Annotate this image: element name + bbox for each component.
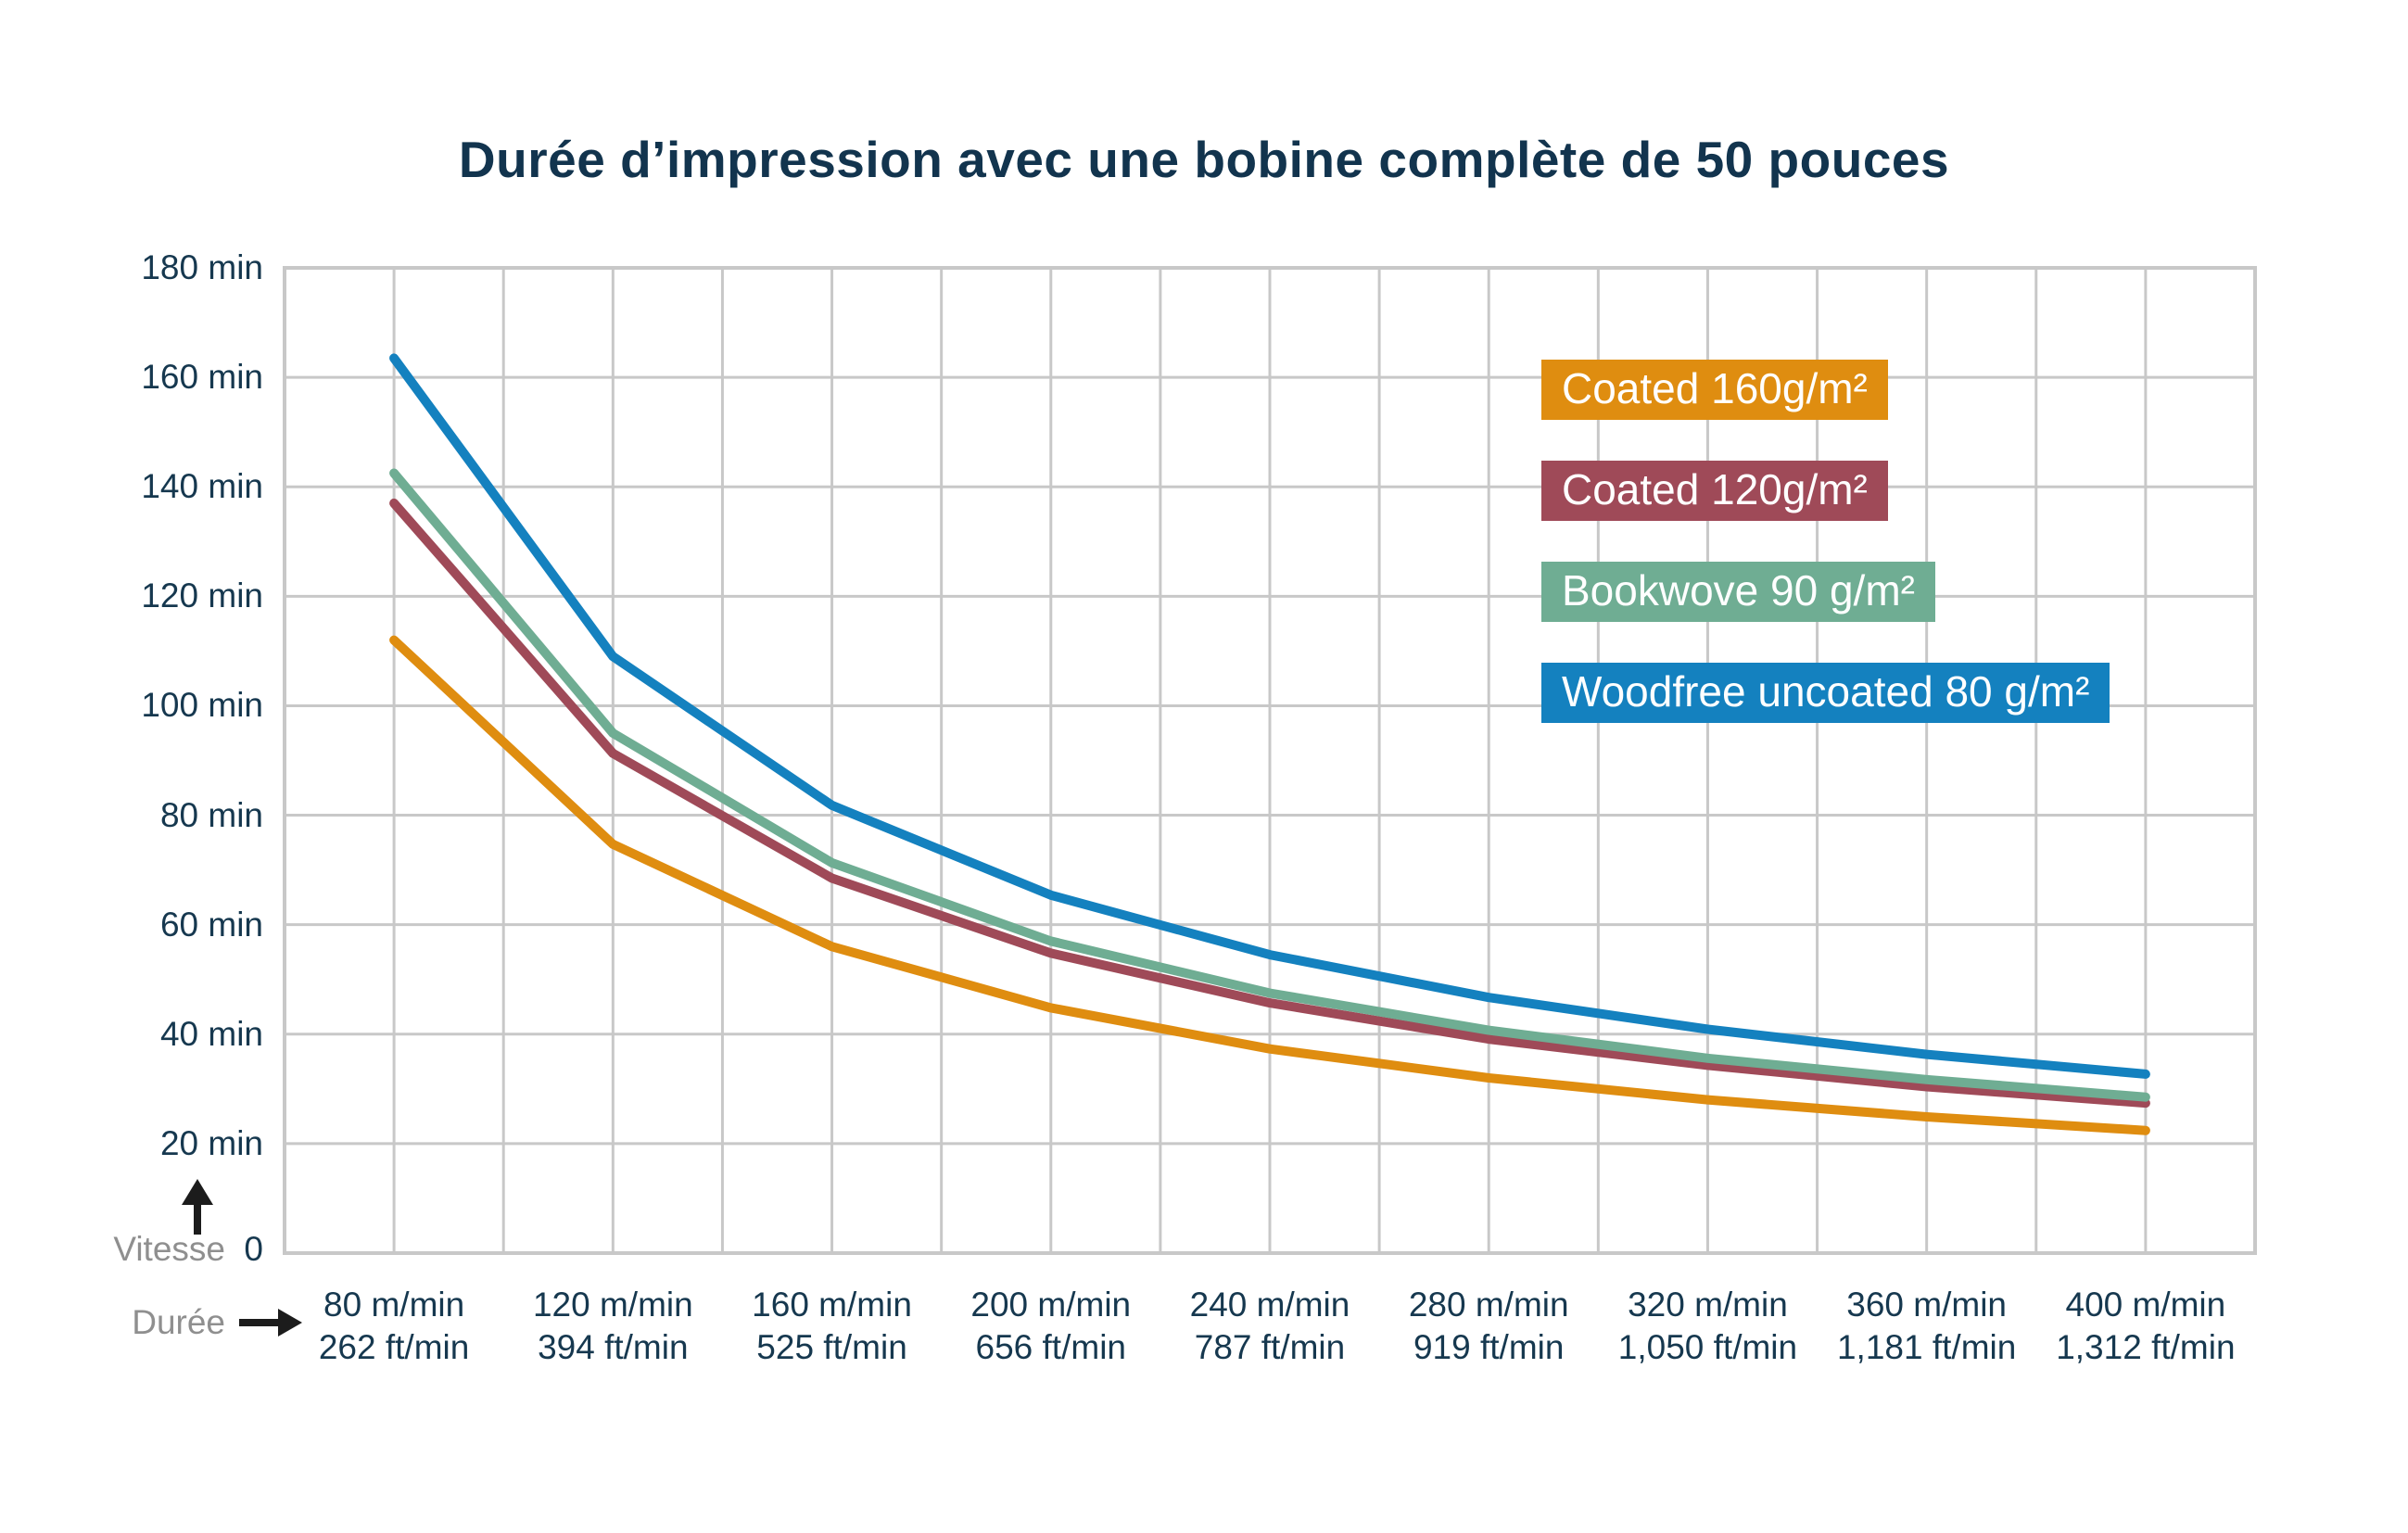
series-line-coated-120g-m- xyxy=(389,498,2150,1109)
legend-item-coated-160g-m-: Coated 160g/m² xyxy=(1541,360,1888,420)
y-tick: 140 min xyxy=(141,467,263,506)
x-tick: 120 m/min 394 ft/min xyxy=(474,1284,752,1369)
x-tick: 160 m/min 525 ft/min xyxy=(693,1284,971,1369)
series-line-coated-160g-m- xyxy=(389,635,2150,1135)
vitesse-axis-hint: Vitesse xyxy=(113,1230,225,1268)
up-arrow-icon xyxy=(182,1179,213,1235)
x-tick-speed-m: 200 m/min xyxy=(970,1286,1132,1324)
x-tick-speed-m: 280 m/min xyxy=(1408,1286,1569,1324)
legend-item-coated-120g-m-: Coated 120g/m² xyxy=(1541,461,1888,521)
x-tick: 400 m/min 1,312 ft/min xyxy=(2007,1284,2285,1369)
series-lines xyxy=(389,353,2150,1135)
y-tick: 80 min xyxy=(159,795,263,834)
series-line-woodfree-uncoated-80-g-m- xyxy=(389,353,2150,1079)
y-origin-label: 0 xyxy=(244,1230,263,1268)
x-tick-speed-ft: 787 ft/min xyxy=(1194,1328,1346,1366)
legend-item-woodfree-uncoated-80-g-m-: Woodfree uncoated 80 g/m² xyxy=(1541,663,2110,723)
x-tick-speed-ft: 525 ft/min xyxy=(756,1328,907,1366)
y-tick: 160 min xyxy=(141,358,263,397)
x-tick-speed-ft: 262 ft/min xyxy=(318,1328,470,1366)
legend: Coated 160g/m² Coated 120g/m² Bookwove 90 … xyxy=(1541,360,2110,723)
y-tick: 20 min xyxy=(159,1123,263,1162)
plot-border xyxy=(283,266,2257,1255)
x-tick-speed-m: 320 m/min xyxy=(1628,1286,1788,1324)
y-tick: 100 min xyxy=(141,686,263,725)
x-tick-speed-ft: 1,050 ft/min xyxy=(1617,1328,1798,1366)
chart-title: Durée d’impression avec une bobine compl… xyxy=(458,131,1950,188)
series-line-bookwove-90-g-m- xyxy=(389,468,2150,1102)
x-tick: 320 m/min 1,050 ft/min xyxy=(1568,1284,1846,1369)
x-tick-speed-m: 120 m/min xyxy=(532,1286,693,1324)
x-tick-speed-m: 160 m/min xyxy=(752,1286,912,1324)
x-tick-speed-ft: 919 ft/min xyxy=(1413,1328,1565,1366)
x-tick: 280 m/min 919 ft/min xyxy=(1350,1284,1628,1369)
x-tick-speed-ft: 656 ft/min xyxy=(975,1328,1126,1366)
x-tick: 80 m/min 262 ft/min xyxy=(255,1284,533,1369)
x-tick-speed-m: 80 m/min xyxy=(323,1286,465,1324)
x-tick-speed-m: 240 m/min xyxy=(1189,1286,1350,1324)
x-tick: 240 m/min 787 ft/min xyxy=(1131,1284,1409,1369)
x-tick-speed-ft: 394 ft/min xyxy=(538,1328,689,1366)
x-tick-speed-ft: 1,312 ft/min xyxy=(2056,1328,2236,1366)
x-tick: 200 m/min 656 ft/min xyxy=(912,1284,1190,1369)
x-tick-speed-ft: 1,181 ft/min xyxy=(1836,1328,2017,1366)
right-arrow-icon xyxy=(239,1309,302,1337)
x-tick: 360 m/min 1,181 ft/min xyxy=(1788,1284,2066,1369)
y-tick: 40 min xyxy=(159,1014,263,1053)
y-tick: 180 min xyxy=(141,248,263,286)
x-tick-speed-m: 360 m/min xyxy=(1846,1286,2008,1324)
x-tick-speed-m: 400 m/min xyxy=(2065,1286,2226,1324)
legend-item-bookwove-90-g-m-: Bookwove 90 g/m² xyxy=(1541,562,1935,622)
y-tick: 120 min xyxy=(141,576,263,615)
duree-axis-hint: Durée xyxy=(132,1303,225,1341)
y-tick: 60 min xyxy=(159,905,263,944)
